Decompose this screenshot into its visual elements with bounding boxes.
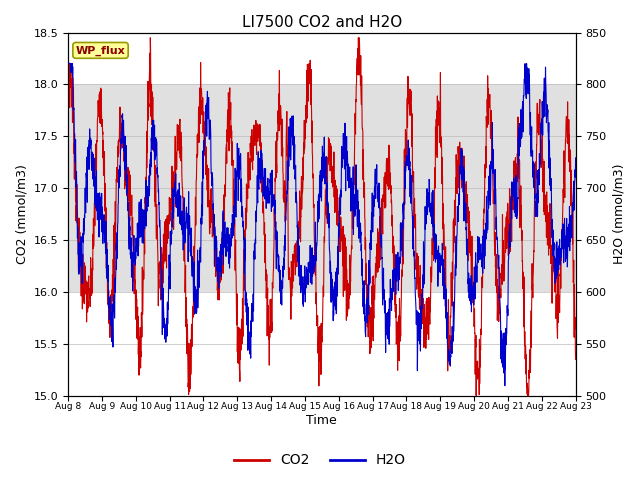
H2O	[205, 126, 213, 132]
CO2	[527, 308, 535, 313]
H2O	[572, 155, 579, 161]
Text: WP_flux: WP_flux	[76, 45, 125, 56]
CO2	[64, 78, 72, 84]
CO2	[337, 231, 344, 237]
CO2	[472, 393, 480, 398]
H2O	[527, 129, 535, 135]
H2O	[501, 383, 509, 388]
CO2	[348, 249, 355, 255]
CO2	[572, 357, 579, 362]
H2O	[541, 91, 549, 97]
CO2	[541, 195, 549, 201]
H2O	[64, 61, 72, 67]
Bar	[68, 84, 575, 292]
Legend: CO2, H2O: CO2, H2O	[228, 448, 412, 473]
CO2	[147, 35, 154, 41]
CO2	[206, 231, 214, 237]
H2O	[348, 184, 355, 190]
Line: CO2: CO2	[68, 38, 575, 396]
Y-axis label: CO2 (mmol/m3): CO2 (mmol/m3)	[15, 164, 28, 264]
H2O	[469, 293, 477, 299]
CO2	[469, 300, 477, 305]
H2O	[336, 208, 344, 214]
Y-axis label: H2O (mmol/m3): H2O (mmol/m3)	[612, 164, 625, 264]
X-axis label: Time: Time	[307, 414, 337, 427]
Title: LI7500 CO2 and H2O: LI7500 CO2 and H2O	[242, 15, 402, 30]
Line: H2O: H2O	[68, 64, 575, 385]
